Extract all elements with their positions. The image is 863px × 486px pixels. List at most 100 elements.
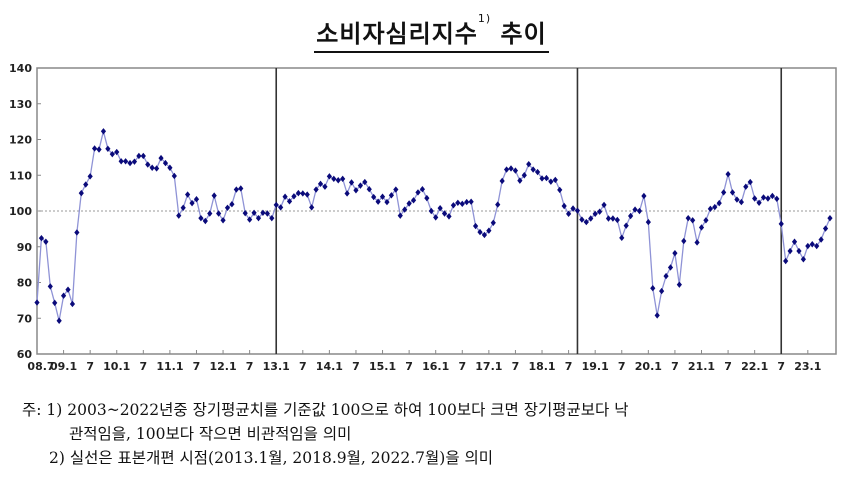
data-point-marker <box>282 193 288 200</box>
data-point-marker <box>681 237 687 245</box>
data-point-marker <box>397 212 403 219</box>
data-point-marker <box>78 189 84 197</box>
data-point-marker <box>508 165 514 172</box>
x-tick-label: 12.1 <box>209 360 236 373</box>
x-tick-label: 7 <box>724 360 732 373</box>
x-tick-label: 23.1 <box>794 360 821 373</box>
data-point-marker <box>534 168 541 176</box>
data-point-marker <box>778 220 784 228</box>
x-tick-label: 7 <box>777 360 785 373</box>
data-point-marker <box>707 205 713 213</box>
data-point-marker <box>783 257 789 265</box>
data-point-marker <box>140 152 146 160</box>
data-point-marker <box>597 208 603 215</box>
chart-title-text: 소비자심리지수1) 추이 <box>314 12 549 53</box>
data-point-marker <box>588 215 594 222</box>
data-point-marker <box>725 170 731 178</box>
data-point-marker <box>362 178 368 186</box>
data-point-marker <box>149 164 155 171</box>
plot-frame <box>36 67 837 355</box>
x-tick-label: 20.1 <box>635 360 662 373</box>
data-point-marker <box>672 249 678 257</box>
data-point-marker <box>260 209 266 216</box>
footnote-1-text: 1) 2003~2022년중 장기평균치를 기준값 100으로 하여 100보다… <box>46 401 629 419</box>
data-point-marker <box>636 207 643 215</box>
y-tick-label: 130 <box>9 98 32 111</box>
data-point-marker <box>619 234 625 242</box>
data-point-marker <box>459 200 465 208</box>
data-point-marker <box>326 173 332 180</box>
data-point-marker <box>486 227 492 234</box>
data-point-marker <box>43 238 49 245</box>
data-point-marker <box>304 191 310 198</box>
data-point-marker <box>738 198 744 206</box>
x-tick-label: 18.1 <box>528 360 555 373</box>
data-point-marker <box>424 194 430 202</box>
data-point-marker <box>800 256 806 263</box>
data-point-marker <box>47 283 53 290</box>
data-point-marker <box>393 186 399 193</box>
footnote-1-line-1: 주: 1) 2003~2022년중 장기평균치를 기준값 100으로 하여 10… <box>22 398 629 422</box>
data-point-marker <box>747 178 753 186</box>
data-point-marker <box>703 217 709 224</box>
data-point-marker <box>481 231 488 239</box>
data-point-marker <box>548 178 554 185</box>
x-tick-label: 14.1 <box>316 360 343 373</box>
data-point-marker <box>127 159 133 167</box>
data-point-marker <box>450 202 457 209</box>
data-point-marker <box>530 166 536 173</box>
data-point-marker <box>410 197 417 204</box>
x-tick-label: 10.1 <box>103 360 130 373</box>
title-main: 소비자심리지수 <box>316 20 478 48</box>
data-point-marker <box>756 199 762 206</box>
data-point-marker <box>712 203 718 211</box>
data-point-marker <box>145 161 151 168</box>
data-point-marker <box>300 190 306 197</box>
data-point-marker <box>526 160 532 168</box>
data-point-marker <box>348 179 355 186</box>
data-point-marker <box>251 209 257 216</box>
data-point-marker <box>69 300 76 308</box>
data-point-marker <box>34 299 40 306</box>
data-point-marker <box>52 299 58 307</box>
data-point-marker <box>207 210 213 217</box>
data-point-marker <box>220 217 226 224</box>
data-point-marker <box>614 216 620 224</box>
data-point-marker <box>827 214 833 222</box>
data-point-marker <box>428 207 434 215</box>
x-tick-label: 13.1 <box>263 360 290 373</box>
data-point-marker <box>464 198 470 206</box>
x-tick-label: 7 <box>86 360 94 373</box>
data-point-marker <box>685 214 691 222</box>
x-tick-label: 22.1 <box>741 360 768 373</box>
data-point-marker <box>105 145 111 152</box>
data-point-marker <box>109 150 115 158</box>
data-point-marker <box>632 206 638 213</box>
x-tick-label: 7 <box>405 360 413 373</box>
footnote-1-text-cont: 관적임을, 100보다 작으면 비관적임을 의미 <box>69 425 352 443</box>
data-point-marker <box>543 174 550 182</box>
data-point-marker <box>676 281 682 288</box>
series-line <box>36 131 831 321</box>
data-point-marker <box>490 219 496 226</box>
data-point-marker <box>65 286 71 293</box>
data-point-marker <box>167 164 173 171</box>
data-point-marker <box>641 192 647 200</box>
line-chart: 60 70 80 90 100 110 120 130 140 08.709.1 7 10.1 7 11… <box>9 62 837 373</box>
data-point-marker <box>379 193 386 200</box>
data-point-marker <box>499 177 505 185</box>
data-point-marker <box>601 201 607 209</box>
data-point-marker <box>211 192 217 199</box>
data-point-marker <box>774 195 780 203</box>
data-point-marker <box>366 185 372 193</box>
data-point-marker <box>273 201 279 209</box>
data-point-marker <box>628 212 634 220</box>
data-point-marker <box>171 172 177 180</box>
y-tick-label: 110 <box>9 169 32 182</box>
data-point-marker <box>796 247 802 255</box>
data-point-marker <box>605 215 612 222</box>
footnote-prefix: 주: <box>22 401 42 419</box>
data-point-marker <box>557 186 563 194</box>
data-point-marker <box>814 242 820 250</box>
data-point-marker <box>698 224 705 231</box>
